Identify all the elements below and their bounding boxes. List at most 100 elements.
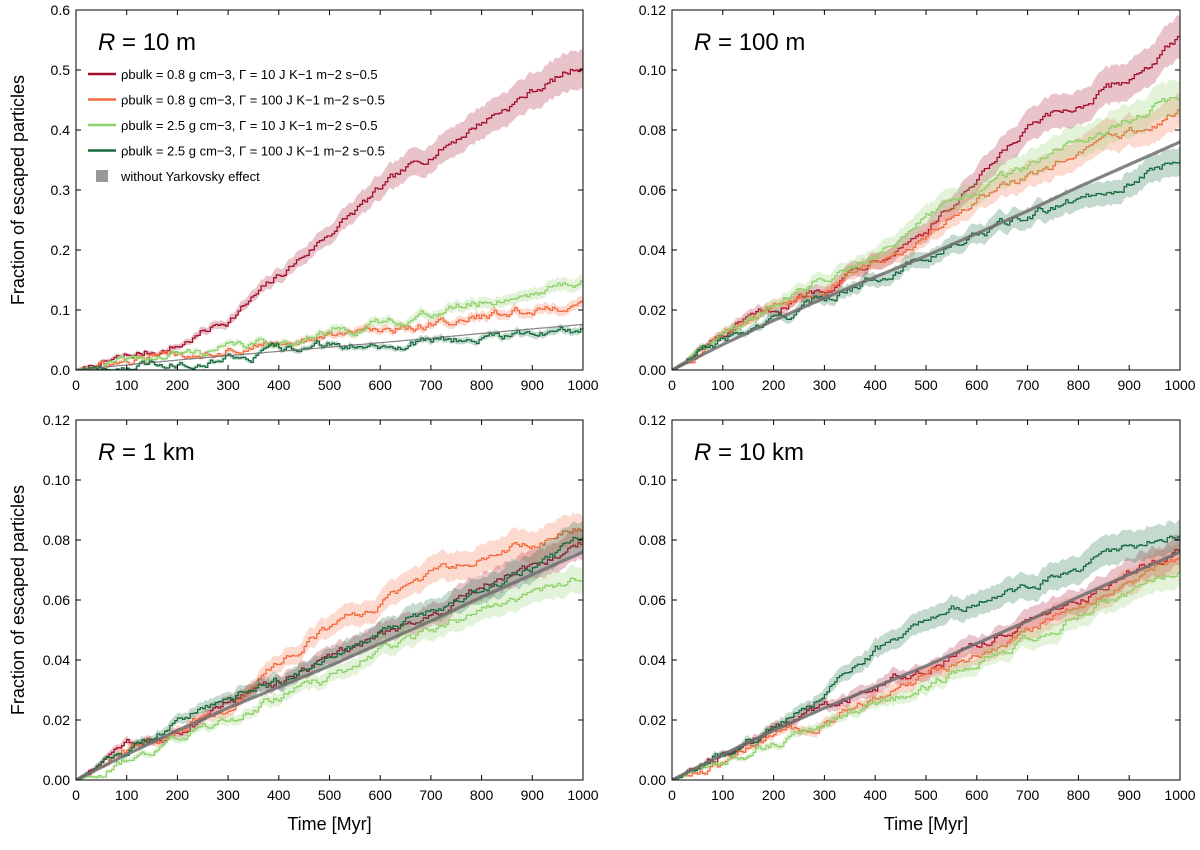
line-reference xyxy=(76,550,583,780)
x-tick-label: 200 xyxy=(762,377,786,393)
x-tick-label: 400 xyxy=(267,787,291,803)
x-tick-label: 800 xyxy=(470,787,494,803)
band-series-3 xyxy=(672,557,1180,780)
data-layer xyxy=(672,519,1180,780)
x-tick-label: 900 xyxy=(1118,787,1142,803)
x-tick-label: 200 xyxy=(762,787,786,803)
band-series-3 xyxy=(76,564,583,780)
panel-2: 0 100 200 300 400 500 600 700 800 900 1000 0.00 0.02… xyxy=(639,2,1196,393)
x-tick-label: 1000 xyxy=(1164,377,1195,393)
x-tick-label: 100 xyxy=(711,787,735,803)
x-tick-label: 700 xyxy=(1016,377,1040,393)
x-tick-label: 1000 xyxy=(567,377,598,393)
y-tick-label: 0.08 xyxy=(43,532,70,548)
y-tick-label: 0.10 xyxy=(639,62,666,78)
x-tick-label: 100 xyxy=(711,377,735,393)
line-series-2 xyxy=(672,557,1180,780)
x-tick-label: 600 xyxy=(965,787,989,803)
legend-swatch xyxy=(96,170,108,182)
x-tick-label: 100 xyxy=(115,377,139,393)
line-reference xyxy=(672,140,1180,370)
x-tick-label: 500 xyxy=(318,787,342,803)
y-tick-label: 0.00 xyxy=(43,772,70,788)
y-tick-label: 0.00 xyxy=(639,362,666,378)
x-tick-label: 300 xyxy=(216,787,240,803)
panel-4: 0 100 200 300 400 500 600 700 800 900 1000 0.00 0.02… xyxy=(639,412,1196,834)
y-tick-label: 0.12 xyxy=(639,2,666,18)
line-series-1 xyxy=(672,35,1180,370)
y-tick-label: 0.02 xyxy=(43,712,70,728)
x-tick-label: 800 xyxy=(1067,377,1091,393)
y-axis-label: Fraction of escaped particles xyxy=(8,75,28,305)
y-tick-label: 0.04 xyxy=(639,652,666,668)
x-axis-label: Time [Myr] xyxy=(884,814,968,834)
x-tick-label: 300 xyxy=(813,787,837,803)
x-tick-label: 600 xyxy=(965,377,989,393)
x-tick-label: 1000 xyxy=(567,787,598,803)
x-tick-label: 700 xyxy=(419,787,443,803)
y-tick-label: 0.06 xyxy=(639,592,666,608)
x-tick-label: 0 xyxy=(668,377,676,393)
panel-title: R = 10 m xyxy=(98,29,196,56)
x-tick-label: 800 xyxy=(470,377,494,393)
line-reference xyxy=(76,323,583,370)
data-layer xyxy=(76,49,583,370)
y-tick-label: 0.02 xyxy=(639,712,666,728)
band-series-2 xyxy=(672,93,1180,370)
x-tick-label: 600 xyxy=(369,787,393,803)
y-tick-label: 0.02 xyxy=(639,302,666,318)
x-axis-label: Time [Myr] xyxy=(287,814,371,834)
band-series-1 xyxy=(672,15,1180,370)
x-tick-label: 400 xyxy=(864,377,888,393)
x-tick-label: 400 xyxy=(864,787,888,803)
x-tick-label: 400 xyxy=(267,377,291,393)
x-tick-label: 600 xyxy=(369,377,393,393)
y-tick-label: 0.6 xyxy=(51,2,71,18)
y-tick-label: 0.0 xyxy=(51,362,71,378)
x-tick-label: 900 xyxy=(521,787,545,803)
line-series-3 xyxy=(76,577,583,780)
band-series-4 xyxy=(672,146,1180,370)
y-tick-label: 0.12 xyxy=(43,412,70,428)
x-tick-label: 0 xyxy=(668,787,676,803)
x-tick-label: 200 xyxy=(166,787,190,803)
line-series-3 xyxy=(672,96,1180,370)
band-series-4 xyxy=(76,520,583,780)
y-tick-label: 0.08 xyxy=(639,122,666,138)
line-reference xyxy=(672,550,1180,780)
y-tick-label: 0.10 xyxy=(639,472,666,488)
data-layer xyxy=(76,512,583,780)
y-tick-label: 0.2 xyxy=(51,242,71,258)
y-tick-label: 0.4 xyxy=(51,122,71,138)
y-tick-label: 0.10 xyxy=(43,472,70,488)
legend-entry: ρbulk = 2.5 g cm−3, Γ = 100 J K−1 m−2 s−… xyxy=(121,144,385,159)
band-series-1 xyxy=(76,49,583,370)
line-series-3 xyxy=(672,571,1180,780)
line-series-4 xyxy=(76,326,583,370)
y-tick-label: 0.04 xyxy=(639,242,666,258)
line-series-1 xyxy=(76,68,583,370)
y-tick-label: 0.06 xyxy=(639,182,666,198)
x-tick-label: 0 xyxy=(72,377,80,393)
legend-entry: ρbulk = 0.8 g cm−3, Γ = 10 J K−1 m−2 s−0… xyxy=(121,67,378,82)
legend: ρbulk = 0.8 g cm−3, Γ = 10 J K−1 m−2 s−0… xyxy=(88,67,385,184)
legend-entry: ρbulk = 0.8 g cm−3, Γ = 100 J K−1 m−2 s−… xyxy=(121,93,385,108)
x-tick-label: 700 xyxy=(1016,787,1040,803)
y-tick-label: 0.04 xyxy=(43,652,70,668)
panel-1: 0 100 200 300 400 500 600 700 800 900 1000 0.0 0.1 0.… xyxy=(8,2,599,393)
y-axis-label: Fraction of escaped particles xyxy=(8,485,28,715)
panel-title: R = 10 km xyxy=(694,439,804,466)
x-tick-label: 300 xyxy=(216,377,240,393)
x-tick-label: 500 xyxy=(318,377,342,393)
band-series-4 xyxy=(672,519,1180,780)
legend-entry: ρbulk = 2.5 g cm−3, Γ = 10 J K−1 m−2 s−0… xyxy=(121,118,378,133)
y-tick-label: 0.00 xyxy=(639,772,666,788)
x-tick-label: 500 xyxy=(914,787,938,803)
x-tick-label: 900 xyxy=(521,377,545,393)
x-tick-label: 200 xyxy=(166,377,190,393)
y-tick-label: 0.12 xyxy=(639,412,666,428)
line-series-4 xyxy=(672,160,1180,370)
data-layer xyxy=(672,15,1180,370)
x-tick-label: 700 xyxy=(419,377,443,393)
